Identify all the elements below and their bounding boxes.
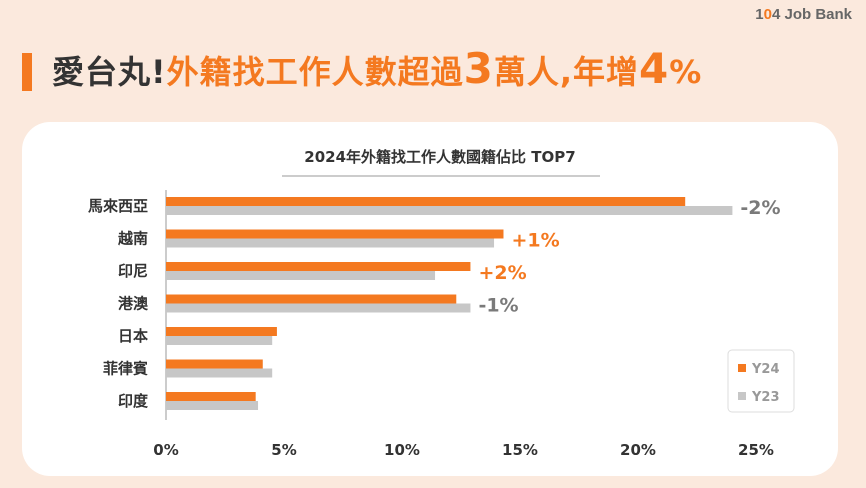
category-label: 港澳 <box>118 295 149 313</box>
bar-y24 <box>166 327 277 336</box>
title-number-1: 3 <box>463 44 494 93</box>
title-accent-bar <box>22 53 32 91</box>
bar-y23 <box>166 368 273 378</box>
category-label: 日本 <box>118 327 148 345</box>
category-label: 印度 <box>118 392 149 410</box>
legend-swatch-y24 <box>738 364 746 372</box>
category-label: 菲律賓 <box>103 360 148 378</box>
bar-y24 <box>166 392 256 401</box>
x-tick-label: 5% <box>271 441 296 459</box>
category-label: 馬來西亞 <box>88 197 148 215</box>
bar-y23 <box>166 303 471 313</box>
category-label: 印尼 <box>118 262 148 280</box>
title-part-1: 愛台丸! <box>52 53 167 91</box>
title-part-2: 外籍找工作人數超過 <box>166 53 464 91</box>
title-percent: % <box>669 53 703 91</box>
legend-swatch-y23 <box>738 392 746 400</box>
bar-y23 <box>166 206 733 215</box>
bar-y23 <box>166 238 495 248</box>
title-part-3: 萬人,年增 <box>493 53 640 91</box>
chart-title: 2024年外籍找工作人數國籍佔比 TOP7 <box>304 148 575 166</box>
bar-y23 <box>166 401 259 410</box>
bar-y23 <box>166 271 436 280</box>
page-title: 愛台丸!外籍找工作人數超過3萬人,年增4% <box>52 44 702 93</box>
legend-label-y23: Y23 <box>751 390 780 405</box>
x-tick-label: 20% <box>620 441 656 459</box>
change-annotation: -1% <box>478 295 518 317</box>
x-tick-label: 15% <box>502 441 538 459</box>
x-tick-label: 10% <box>384 441 420 459</box>
bar-y23 <box>166 336 273 345</box>
change-annotation: +1% <box>511 230 559 252</box>
change-annotation: +2% <box>478 262 526 284</box>
bar-y24 <box>166 294 457 304</box>
bar-y24 <box>166 262 471 271</box>
legend-label-y24: Y24 <box>751 362 780 377</box>
change-annotation: -2% <box>740 197 780 219</box>
x-tick-label: 0% <box>153 441 178 459</box>
category-label: 越南 <box>117 230 148 248</box>
title-number-2: 4 <box>639 44 670 93</box>
x-tick-label: 25% <box>738 441 774 459</box>
brand-logo: 104 Job Bank <box>755 6 852 23</box>
bar-y24 <box>166 359 263 369</box>
bar-y24 <box>166 229 504 239</box>
bar-y24 <box>166 197 686 206</box>
